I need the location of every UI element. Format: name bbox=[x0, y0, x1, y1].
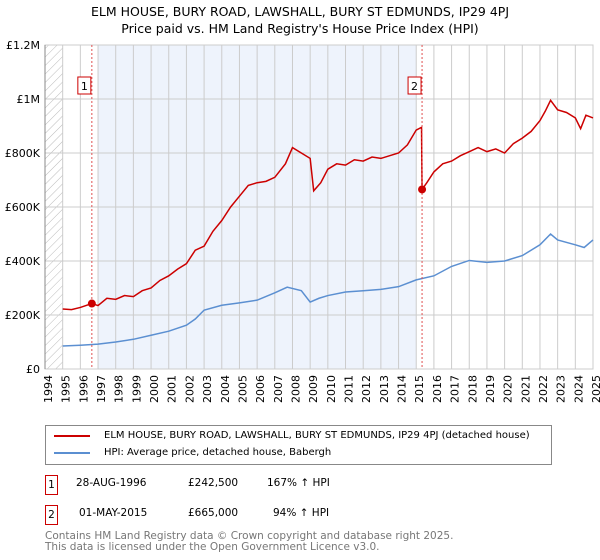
legend: ELM HOUSE, BURY ROAD, LAWSHALL, BURY ST … bbox=[45, 425, 552, 465]
footer-copyright: Contains HM Land Registry data © Crown c… bbox=[45, 530, 454, 542]
y-tick-label: £1.2M bbox=[6, 39, 40, 52]
price-chart: 1994 1995 1996 1997 1998 1999 2000 2001 2002 2003… bbox=[5, 39, 600, 403]
legend-swatch-red bbox=[54, 434, 90, 437]
x-tick-label: 2014 bbox=[396, 375, 409, 403]
x-tick-label: 2003 bbox=[201, 375, 214, 403]
x-tick-label: 2008 bbox=[289, 375, 302, 403]
sale-price: £242,500 bbox=[188, 477, 239, 489]
y-tick-label: £0 bbox=[26, 363, 40, 376]
y-tick-label: £600K bbox=[5, 201, 41, 214]
sale-point bbox=[87, 299, 96, 308]
x-tick-label: 2018 bbox=[466, 375, 479, 403]
sale-point bbox=[418, 185, 427, 194]
x-tick-label: 2012 bbox=[360, 375, 373, 403]
x-tick-label: 2025 bbox=[590, 375, 600, 403]
legend-item-hpi: HPI: Average price, detached house, Babe… bbox=[54, 447, 331, 458]
x-tick-label: 2010 bbox=[325, 375, 338, 403]
sale-label: 2 bbox=[411, 80, 418, 93]
sale-date: 01-MAY-2015 bbox=[79, 507, 148, 519]
sale-hpi: 94% ↑ HPI bbox=[273, 507, 330, 519]
x-tick-label: 2015 bbox=[413, 375, 426, 403]
x-tick-label: 2011 bbox=[343, 375, 356, 403]
x-tick-label: 2004 bbox=[219, 375, 232, 403]
legend-label: ELM HOUSE, BURY ROAD, LAWSHALL, BURY ST … bbox=[104, 430, 530, 441]
x-tick-label: 2006 bbox=[254, 375, 267, 403]
y-tick-label: £400K bbox=[5, 255, 41, 268]
series-line bbox=[62, 98, 594, 311]
x-tick-label: 2007 bbox=[272, 375, 285, 403]
chart-title: ELM HOUSE, BURY ROAD, LAWSHALL, BURY ST … bbox=[90, 4, 510, 19]
chart-subtitle: Price paid vs. HM Land Registry's House … bbox=[121, 21, 479, 36]
x-tick-label: 1994 bbox=[42, 375, 55, 403]
x-tick-label: 2009 bbox=[307, 375, 320, 403]
sale-label-box bbox=[407, 76, 422, 95]
x-tick-label: 2024 bbox=[572, 375, 585, 403]
sale-date: 28-AUG-1996 bbox=[76, 477, 147, 489]
x-tick-label: 1996 bbox=[77, 375, 90, 403]
x-tick-label: 2022 bbox=[537, 375, 550, 403]
sale-badge: 1 bbox=[45, 475, 58, 495]
x-tick-label: 2013 bbox=[378, 375, 391, 403]
x-tick-label: 2020 bbox=[502, 375, 515, 403]
sale-price: £665,000 bbox=[188, 507, 239, 519]
x-tick-label: 1998 bbox=[113, 375, 126, 403]
x-tick-label: 2023 bbox=[555, 375, 568, 403]
sale-label-box bbox=[77, 76, 92, 95]
y-tick-label: £1M bbox=[17, 93, 41, 106]
x-tick-label: 1997 bbox=[95, 375, 108, 403]
x-tick-label: 2000 bbox=[148, 375, 161, 403]
sale-hpi: 167% ↑ HPI bbox=[267, 477, 330, 489]
series-line bbox=[62, 232, 594, 347]
footer-licence: This data is licensed under the Open Gov… bbox=[45, 541, 380, 553]
sale-badge: 2 bbox=[45, 505, 58, 525]
x-tick-label: 1999 bbox=[130, 375, 143, 403]
x-tick-label: 2021 bbox=[519, 375, 532, 403]
x-tick-label: 1995 bbox=[60, 375, 73, 403]
x-tick-label: 2005 bbox=[236, 375, 249, 403]
y-tick-label: £200K bbox=[5, 309, 41, 322]
y-tick-label: £800K bbox=[5, 147, 41, 160]
legend-label: HPI: Average price, detached house, Babe… bbox=[104, 447, 332, 458]
x-tick-label: 2016 bbox=[431, 375, 444, 403]
legend-item-property: ELM HOUSE, BURY ROAD, LAWSHALL, BURY ST … bbox=[54, 430, 530, 441]
x-tick-label: 2019 bbox=[484, 375, 497, 403]
sale-label: 1 bbox=[81, 80, 88, 93]
x-tick-label: 2017 bbox=[449, 375, 462, 403]
x-tick-label: 2001 bbox=[166, 375, 179, 403]
legend-swatch-blue bbox=[54, 451, 90, 454]
x-tick-label: 2002 bbox=[183, 375, 196, 403]
footer: Contains HM Land Registry data © Crown c… bbox=[45, 531, 453, 553]
